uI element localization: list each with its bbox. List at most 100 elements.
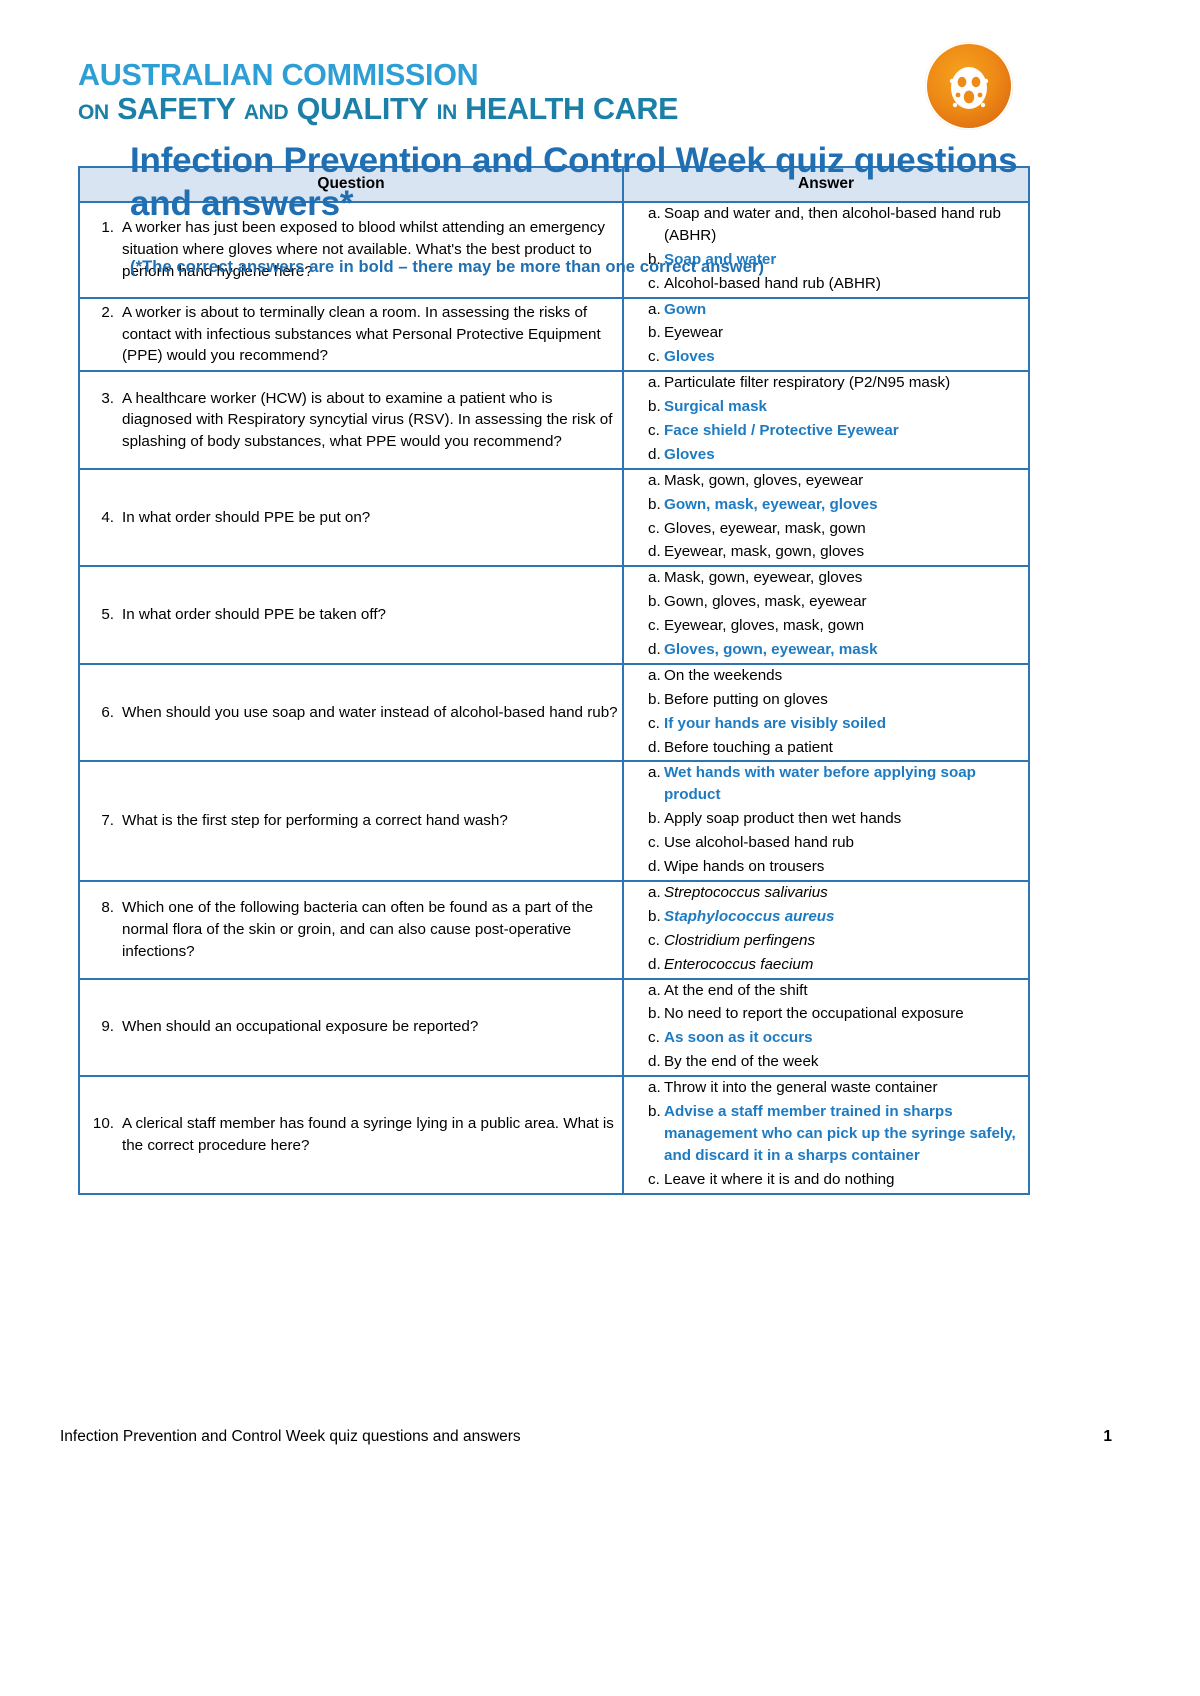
answer-option-text: Streptococcus salivarius	[664, 883, 828, 901]
answer-option[interactable]: c. As soon as it occurs	[624, 1027, 1028, 1049]
logo-word-safety: SAFETY	[117, 92, 236, 127]
answer-option-list: a. Wet hands with water before applying s…	[624, 762, 1028, 877]
question-text: When should you use soap and water inste…	[122, 703, 618, 721]
question-text: A healthcare worker (HCW) is about to ex…	[122, 389, 613, 450]
answer-option-text-correct: Staphylococcus aureus	[664, 907, 835, 925]
answer-option[interactable]: b. Advise a staff member trained in sharp…	[624, 1101, 1028, 1167]
answer-option-list: a. On the weekends b. Before putting on glo…	[624, 665, 1028, 759]
answer-option[interactable]: d. Enterococcus faecium	[624, 954, 1028, 976]
answer-option-text: Mask, gown, eyewear, gloves	[664, 569, 863, 587]
question-number: 10.	[92, 1115, 114, 1133]
answer-option[interactable]: a. Throw it into the general waste contai…	[624, 1077, 1028, 1099]
question-cell: 10. A clerical staff member has found a s…	[78, 1075, 624, 1195]
answer-option[interactable]: b. Before putting on gloves	[624, 689, 1028, 711]
answer-option-list: a. Gown b. Eyewear c. Gloves	[624, 299, 1028, 369]
answer-option[interactable]: b. Eyewear	[624, 322, 1028, 344]
question-row: 5. In what order should PPE be taken off?	[80, 604, 622, 626]
answer-option-text-correct: Advise a staff member trained in sharps …	[664, 1102, 1016, 1164]
answer-option[interactable]: b. Soap and water	[624, 249, 1028, 271]
answer-option-text-correct: Gloves	[664, 445, 715, 463]
answer-option[interactable]: c. If your hands are visibly soiled	[624, 713, 1028, 735]
answer-option[interactable]: d. Eyewear, mask, gown, gloves	[624, 541, 1028, 563]
answer-option[interactable]: b. No need to report the occupational exp…	[624, 1003, 1028, 1025]
answer-option-text: Eyewear	[664, 324, 724, 342]
answer-option-letter: c.	[648, 274, 660, 292]
answer-option[interactable]: a. On the weekends	[624, 665, 1028, 687]
question-cell: 4. In what order should PPE be put on?	[78, 467, 624, 568]
answer-option-letter: a.	[648, 300, 661, 318]
answer-option-text: Mask, gown, gloves, eyewear	[664, 471, 864, 489]
question-text: What is the first step for performing a …	[122, 812, 508, 830]
answer-option-text: Before touching a patient	[664, 738, 833, 756]
column-header-question: Question	[78, 166, 624, 203]
answer-option-letter: a.	[648, 764, 661, 782]
answer-option-text-correct: Gown, mask, eyewear, gloves	[664, 495, 878, 513]
answer-option[interactable]: a. Mask, gown, eyewear, gloves	[624, 567, 1028, 589]
answer-option[interactable]: b. Surgical mask	[624, 396, 1028, 418]
answer-option-letter: a.	[648, 374, 661, 392]
answer-option-letter: b.	[648, 398, 661, 416]
answer-option[interactable]: a. Mask, gown, gloves, eyewear	[624, 470, 1028, 492]
answer-option[interactable]: b. Staphylococcus aureus	[624, 906, 1028, 928]
answer-option[interactable]: d. By the end of the week	[624, 1051, 1028, 1073]
answer-option[interactable]: b. Gown, gloves, mask, eyewear	[624, 591, 1028, 613]
answer-option[interactable]: a. Streptococcus salivarius	[624, 882, 1028, 904]
answer-option[interactable]: d. Gloves, gown, eyewear, mask	[624, 639, 1028, 661]
answer-option[interactable]: a. Gown	[624, 299, 1028, 321]
question-number: 5.	[101, 606, 114, 624]
answer-option-text: Use alcohol-based hand rub	[664, 834, 854, 852]
answer-option-letter: b.	[648, 495, 661, 513]
answer-option-list: a. Streptococcus salivarius b. Staphylococc…	[624, 882, 1028, 976]
answer-option[interactable]: c. Use alcohol-based hand rub	[624, 832, 1028, 854]
quiz-table-body: 1. A worker has just been exposed to bloo…	[78, 201, 1030, 1195]
answer-option-letter: b.	[648, 1005, 661, 1023]
answer-option-text: Alcohol-based hand rub (ABHR)	[664, 274, 881, 292]
question-cell: 3. A healthcare worker (HCW) is about to …	[78, 370, 624, 470]
question-number: 6.	[101, 703, 114, 721]
answer-option-text-correct: Soap and water	[664, 250, 777, 268]
answer-option[interactable]: c. Gloves, eyewear, mask, gown	[624, 518, 1028, 540]
table-row: 9. When should an occupational exposure b…	[78, 977, 1030, 1078]
question-number: 2.	[101, 304, 114, 322]
answer-cell: a. At the end of the shift b. No need to re…	[622, 977, 1030, 1078]
answer-option-letter: c.	[648, 519, 660, 537]
answer-option-letter: b.	[648, 250, 661, 268]
question-cell: 5. In what order should PPE be taken off?	[78, 565, 624, 665]
table-row: 6. When should you use soap and water ins…	[78, 662, 1030, 763]
answer-option[interactable]: c. Eyewear, gloves, mask, gown	[624, 615, 1028, 637]
answer-option-list: a. Throw it into the general waste contai…	[624, 1077, 1028, 1190]
answer-option[interactable]: c. Leave it where it is and do nothing	[624, 1169, 1028, 1191]
answer-option[interactable]: d. Before touching a patient	[624, 737, 1028, 759]
answer-option-letter: d.	[648, 543, 661, 561]
answer-option[interactable]: c. Clostridium perfingens	[624, 930, 1028, 952]
question-cell: 6. When should you use soap and water ins…	[78, 662, 624, 763]
answer-option-text-correct: As soon as it occurs	[664, 1029, 813, 1047]
table-row: 2. A worker is about to terminally clean …	[78, 296, 1030, 373]
answer-option[interactable]: a. Soap and water and, then alcohol-based…	[624, 203, 1028, 247]
answer-option[interactable]: a. At the end of the shift	[624, 980, 1028, 1002]
answer-option-text-correct: Face shield / Protective Eyewear	[664, 422, 899, 440]
quiz-table: Question Answer 1. A worker has just been…	[78, 166, 1030, 1195]
column-header-answer: Answer	[622, 166, 1030, 203]
question-row: 1. A worker has just been exposed to bloo…	[80, 217, 622, 282]
answer-option[interactable]: c. Gloves	[624, 346, 1028, 368]
answer-option[interactable]: d. Gloves	[624, 444, 1028, 466]
germ-logo-icon	[925, 42, 1013, 130]
answer-option[interactable]: a. Wet hands with water before applying s…	[624, 762, 1028, 806]
answer-option[interactable]: c. Face shield / Protective Eyewear	[624, 420, 1028, 442]
question-text: A clerical staff member has found a syri…	[122, 1115, 614, 1154]
logo-word-on: ON	[78, 101, 109, 125]
answer-option-text: Enterococcus faecium	[664, 955, 814, 973]
question-cell: 7. What is the first step for performing …	[78, 760, 624, 882]
answer-option-text: On the weekends	[664, 666, 783, 684]
answer-option[interactable]: b. Apply soap product then wet hands	[624, 808, 1028, 830]
answer-option[interactable]: b. Gown, mask, eyewear, gloves	[624, 494, 1028, 516]
answer-option-letter: d.	[648, 641, 661, 659]
answer-option[interactable]: c. Alcohol-based hand rub (ABHR)	[624, 273, 1028, 295]
answer-option-letter: a.	[648, 883, 661, 901]
answer-option[interactable]: d. Wipe hands on trousers	[624, 856, 1028, 878]
answer-option[interactable]: a. Particulate filter respiratory (P2/N95…	[624, 372, 1028, 394]
answer-cell: a. Soap and water and, then alcohol-based…	[622, 201, 1030, 299]
answer-option-letter: c.	[648, 714, 660, 732]
answer-option-letter: d.	[648, 858, 661, 876]
